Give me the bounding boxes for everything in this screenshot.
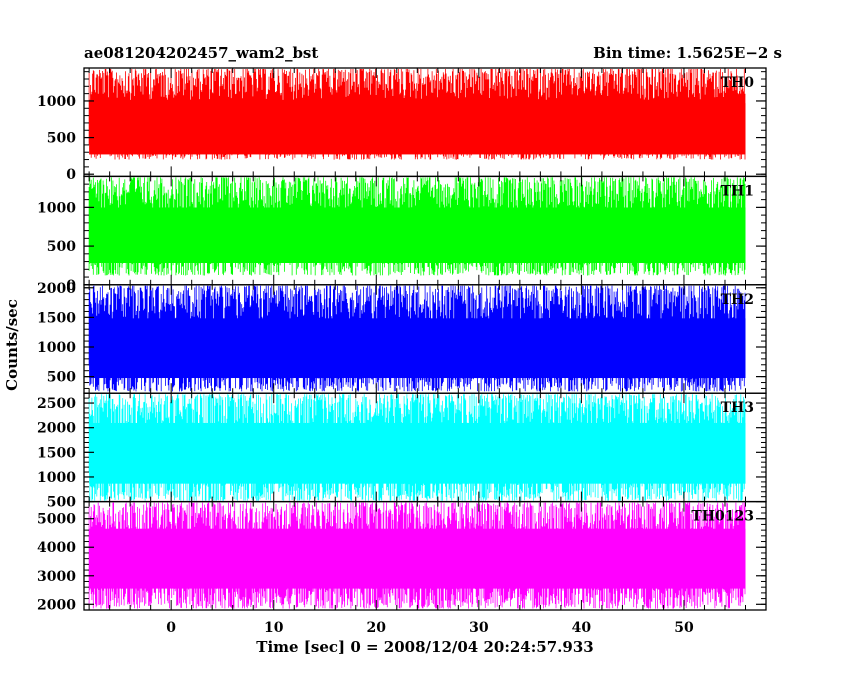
series-line-TH0123 bbox=[88, 502, 746, 609]
panel-label-TH0123: TH0123 bbox=[691, 509, 754, 525]
panel-label-TH0: TH0 bbox=[721, 75, 755, 91]
y-tick-label: 500 bbox=[47, 495, 76, 511]
x-tick-label: 20 bbox=[367, 620, 387, 636]
y-tick-label: 500 bbox=[47, 239, 76, 255]
panel-frame-TH0123 bbox=[83, 500, 767, 611]
panel-label-TH2: TH2 bbox=[721, 292, 754, 308]
x-tick-label: 0 bbox=[166, 620, 176, 636]
panel-label-TH3: TH3 bbox=[721, 400, 754, 416]
bin-time-label: Bin time: 1.5625E−2 s bbox=[593, 44, 782, 62]
series-line-TH0 bbox=[88, 69, 746, 160]
y-tick-label: 4000 bbox=[37, 540, 76, 556]
y-tick-label: 2500 bbox=[37, 396, 76, 412]
series-line-TH1 bbox=[88, 177, 746, 276]
y-tick-label: 5000 bbox=[37, 512, 76, 528]
y-tick-label: 1500 bbox=[37, 310, 76, 326]
y-tick-label: 1500 bbox=[37, 445, 76, 461]
x-axis-label: Time [sec] 0 = 2008/12/04 20:24:57.933 bbox=[256, 638, 594, 656]
y-tick-label: 2000 bbox=[37, 421, 76, 437]
x-tick-label: 40 bbox=[572, 620, 592, 636]
y-tick-label: 1000 bbox=[37, 94, 76, 110]
x-tick-label: 50 bbox=[674, 620, 694, 636]
y-tick-label: 2000 bbox=[37, 281, 76, 297]
y-axis-label: Counts/sec bbox=[3, 299, 21, 391]
y-tick-label: 0 bbox=[66, 167, 76, 183]
series-line-TH3 bbox=[88, 394, 746, 501]
series-line-TH2 bbox=[88, 285, 746, 392]
y-tick-label: 1000 bbox=[37, 340, 76, 356]
x-tick-label: 10 bbox=[264, 620, 284, 636]
y-tick-label: 0 bbox=[66, 278, 76, 294]
observation-id-title: ae081204202457_wam2_bst bbox=[84, 44, 319, 62]
x-tick-label: 30 bbox=[469, 620, 489, 636]
y-tick-label: 3000 bbox=[37, 569, 76, 585]
y-tick-label: 2000 bbox=[37, 597, 76, 613]
y-tick-label: 1000 bbox=[37, 200, 76, 216]
panel-label-TH1: TH1 bbox=[721, 183, 754, 199]
y-tick-label: 500 bbox=[47, 370, 76, 386]
y-tick-label: 1000 bbox=[37, 470, 76, 486]
y-tick-label: 500 bbox=[47, 131, 76, 147]
